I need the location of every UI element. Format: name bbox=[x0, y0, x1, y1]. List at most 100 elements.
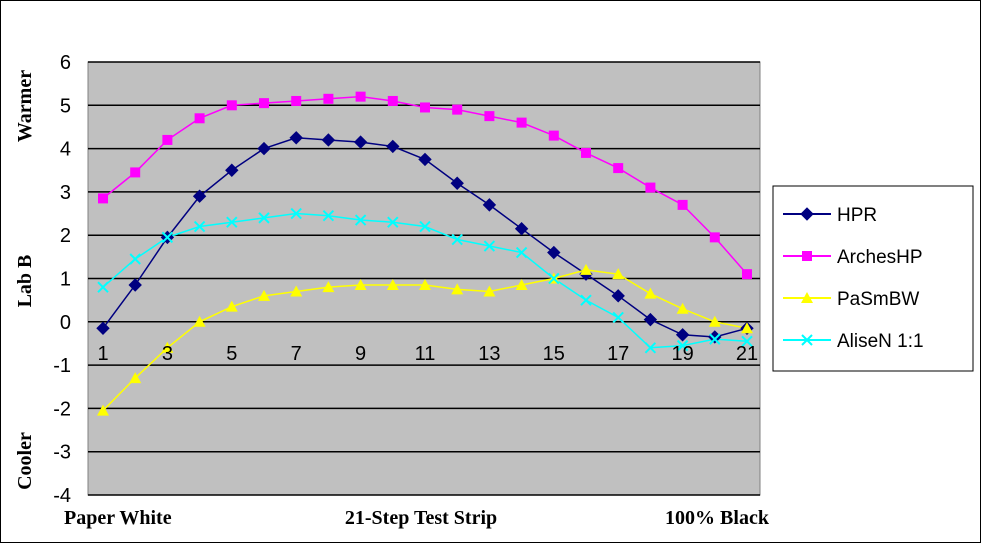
data-point-pasmbw bbox=[419, 278, 431, 290]
data-point-alisen-1-1 bbox=[258, 212, 270, 224]
x-tick-label: 19 bbox=[671, 343, 693, 365]
data-point-hpr bbox=[289, 131, 303, 145]
data-point-pasmbw bbox=[258, 289, 270, 301]
data-point-archeshp bbox=[742, 269, 752, 280]
y-tick-label: 1 bbox=[60, 269, 71, 291]
data-point-alisen-1-1 bbox=[676, 339, 689, 352]
data-point-alisen-1-1 bbox=[709, 333, 721, 345]
legend-marker-pasmbw bbox=[801, 292, 813, 303]
data-point-pasmbw bbox=[290, 285, 303, 297]
data-point-hpr bbox=[418, 152, 432, 167]
legend-marker-archeshp bbox=[802, 251, 812, 261]
x-tick-label: 17 bbox=[607, 343, 629, 365]
data-point-pasmbw bbox=[161, 341, 174, 353]
data-point-hpr bbox=[225, 163, 239, 177]
data-point-pasmbw bbox=[741, 322, 753, 334]
x-tick-label: 13 bbox=[478, 343, 500, 365]
data-point-pasmbw bbox=[193, 315, 206, 327]
data-point-alisen-1-1 bbox=[161, 231, 174, 244]
series-markers bbox=[96, 91, 754, 416]
data-point-pasmbw bbox=[515, 278, 528, 290]
data-point-hpr bbox=[128, 278, 142, 292]
data-point-archeshp bbox=[162, 134, 173, 145]
data-point-alisen-1-1 bbox=[97, 281, 109, 293]
y-tick-label: 5 bbox=[60, 95, 71, 117]
x-tick-label: 9 bbox=[355, 343, 366, 365]
data-point-pasmbw bbox=[97, 404, 109, 416]
data-point-archeshp bbox=[387, 95, 398, 106]
data-point-alisen-1-1 bbox=[644, 342, 657, 354]
data-point-hpr bbox=[321, 133, 336, 147]
data-point-alisen-1-1 bbox=[193, 220, 206, 233]
legend-marker-alisen-1-1 bbox=[801, 334, 813, 346]
data-point-archeshp bbox=[130, 167, 141, 178]
data-point-alisen-1-1 bbox=[515, 246, 528, 259]
data-point-alisen-1-1 bbox=[580, 294, 592, 306]
y-label-cooler: Cooler bbox=[14, 432, 36, 490]
y-tick-label: 6 bbox=[60, 52, 71, 74]
data-point-archeshp bbox=[677, 199, 688, 210]
x-tick-label: 5 bbox=[226, 343, 237, 365]
data-point-archeshp bbox=[323, 93, 334, 104]
legend-label-alisen-1-1: AliseN 1:1 bbox=[837, 331, 924, 352]
data-point-alisen-1-1 bbox=[129, 253, 141, 265]
data-point-pasmbw bbox=[676, 302, 689, 314]
data-point-pasmbw bbox=[386, 278, 399, 290]
data-point-archeshp bbox=[484, 111, 495, 122]
y-tick-label: 4 bbox=[60, 139, 71, 161]
x-tick-label: 11 bbox=[415, 343, 436, 365]
data-point-pasmbw bbox=[644, 287, 657, 299]
legend-label-archeshp: ArchesHP bbox=[837, 247, 923, 268]
data-point-archeshp bbox=[355, 91, 366, 102]
x-tick-label: 21 bbox=[736, 343, 758, 365]
data-point-pasmbw bbox=[708, 315, 721, 327]
data-point-archeshp bbox=[613, 163, 624, 174]
x-label-paper-white: Paper White bbox=[64, 507, 172, 529]
legend-label-hpr: HPR bbox=[837, 205, 877, 226]
x-tick-label: 3 bbox=[162, 343, 173, 365]
data-point-alisen-1-1 bbox=[387, 216, 399, 228]
data-point-hpr bbox=[514, 221, 529, 236]
data-point-archeshp bbox=[291, 95, 302, 106]
data-point-pasmbw bbox=[322, 281, 335, 293]
data-point-alisen-1-1 bbox=[419, 220, 431, 233]
y-label-warmer: Warmer bbox=[14, 70, 36, 142]
data-point-alisen-1-1 bbox=[322, 210, 335, 222]
x-tick-labels: 1 3 5 7 9 11 13 15 17 19 21 bbox=[97, 343, 758, 365]
data-point-pasmbw bbox=[129, 372, 142, 384]
data-point-hpr bbox=[547, 245, 561, 260]
data-point-hpr bbox=[96, 321, 110, 336]
data-point-archeshp bbox=[452, 104, 463, 115]
x-label-test-strip: 21-Step Test Strip bbox=[345, 507, 497, 529]
data-point-hpr bbox=[482, 198, 497, 212]
legend-marker-hpr bbox=[800, 207, 814, 221]
data-point-alisen-1-1 bbox=[612, 311, 624, 324]
data-point-alisen-1-1 bbox=[741, 335, 753, 347]
x-tick-label: 15 bbox=[543, 343, 565, 365]
data-point-hpr bbox=[386, 139, 400, 154]
data-point-alisen-1-1 bbox=[451, 233, 463, 246]
data-point-alisen-1-1 bbox=[548, 272, 560, 285]
y-tick-label: 3 bbox=[60, 182, 71, 204]
data-point-hpr bbox=[257, 141, 271, 156]
data-point-archeshp bbox=[259, 98, 269, 109]
data-point-archeshp bbox=[226, 100, 237, 111]
data-point-hpr bbox=[353, 135, 368, 149]
data-point-archeshp bbox=[516, 117, 527, 128]
y-tick-label: 0 bbox=[60, 312, 71, 334]
y-tick-label: -3 bbox=[53, 442, 71, 464]
data-point-hpr bbox=[675, 328, 690, 342]
y-label-lab-b: Lab B bbox=[14, 255, 36, 308]
data-point-pasmbw bbox=[451, 283, 464, 295]
data-point-archeshp bbox=[548, 130, 559, 141]
y-tick-labels: 6 5 4 3 2 1 0 -1 -2 -3 -4 bbox=[53, 52, 71, 507]
data-point-pasmbw bbox=[483, 285, 496, 297]
data-point-pasmbw bbox=[612, 268, 625, 280]
y-tick-label: -2 bbox=[53, 398, 71, 420]
data-point-alisen-1-1 bbox=[354, 214, 367, 226]
data-point-pasmbw bbox=[580, 263, 592, 275]
data-point-pasmbw bbox=[225, 300, 238, 312]
data-point-pasmbw bbox=[354, 278, 367, 290]
